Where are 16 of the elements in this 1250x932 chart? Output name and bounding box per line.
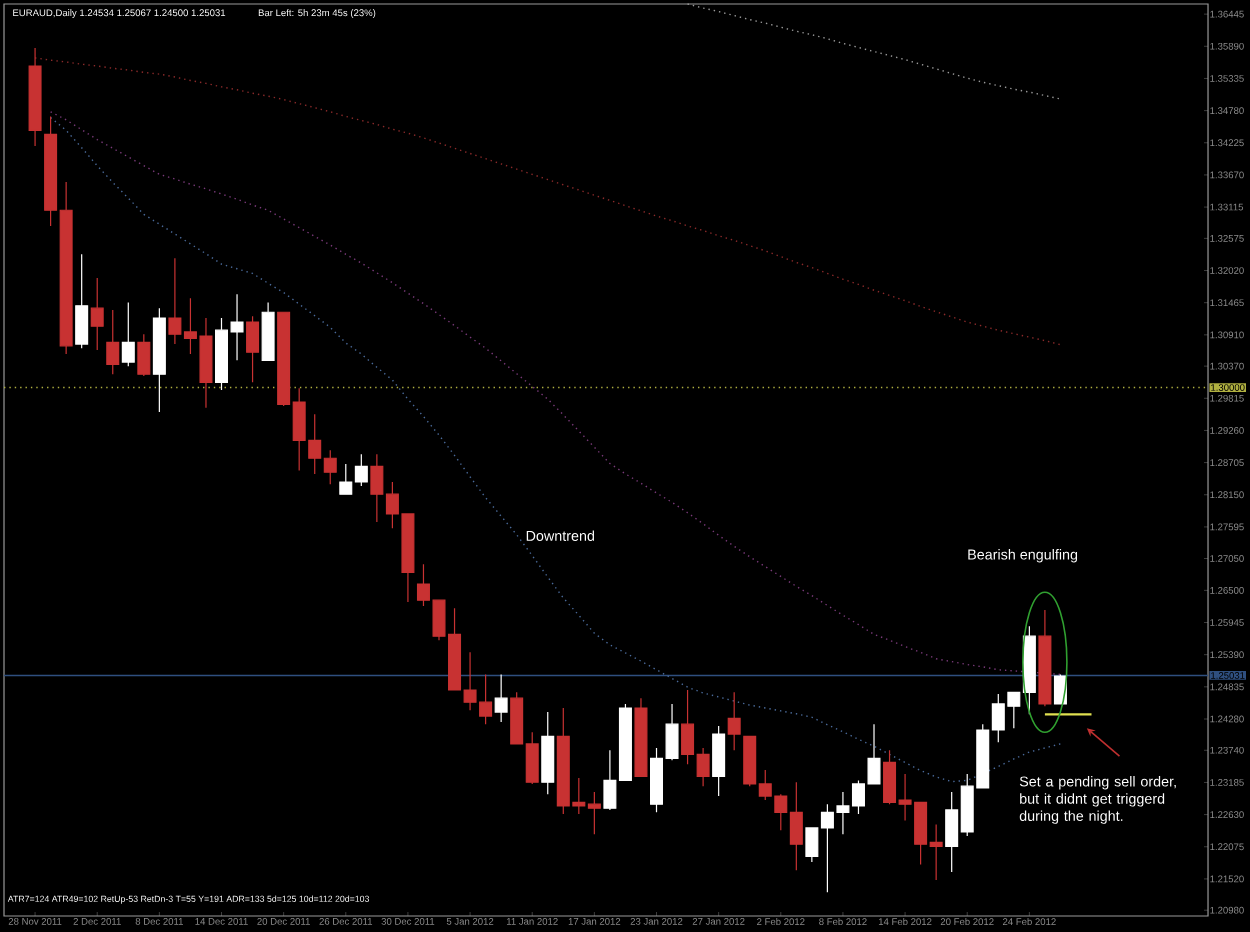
candlestick xyxy=(261,301,275,361)
candlestick xyxy=(106,309,120,375)
candlestick xyxy=(121,301,135,367)
candlestick xyxy=(727,691,741,751)
candlestick xyxy=(246,315,260,383)
candlestick xyxy=(541,711,555,795)
candlestick xyxy=(634,697,648,777)
candlestick xyxy=(494,673,508,723)
candlestick xyxy=(90,277,104,351)
candlestick xyxy=(28,47,42,147)
candlestick xyxy=(75,253,89,349)
candlestick xyxy=(152,307,166,413)
candlestick xyxy=(1053,673,1067,705)
candlestick xyxy=(137,333,151,377)
candlestick xyxy=(712,725,726,797)
candlestick xyxy=(1038,609,1052,707)
